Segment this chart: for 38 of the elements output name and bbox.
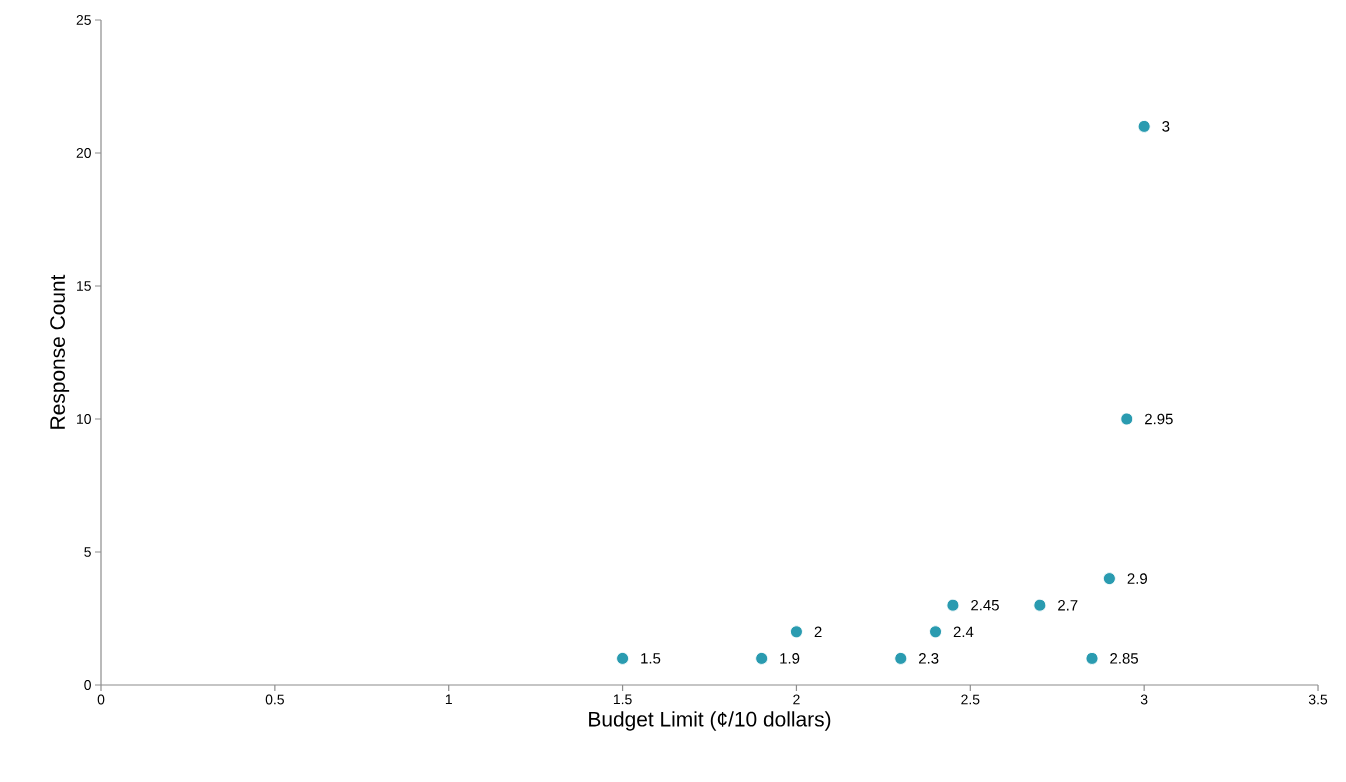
annotation: 1.9 (780, 653, 800, 664)
y-tick-label: 20 (76, 148, 91, 158)
x-tick-label: 3.5 (1308, 694, 1328, 705)
point (946, 598, 960, 612)
y-tick-label: 25 (76, 15, 91, 25)
x-tick-label: 2.5 (961, 694, 980, 705)
point (1085, 651, 1099, 665)
annotation: 2.9 (1127, 573, 1147, 584)
y-axis-title: Response Count (50, 274, 70, 429)
x-tick-label: 0 (97, 694, 105, 705)
y-tick-label: 0 (84, 680, 91, 690)
point (1102, 572, 1116, 586)
point (1137, 119, 1151, 133)
y-tick-label: 5 (84, 547, 91, 557)
x-axis-title: Budget Limit (¢/10 dollars) (589, 711, 831, 731)
point (929, 625, 943, 639)
annotation: 2.85 (1110, 653, 1138, 664)
annotation: 2.45 (971, 599, 999, 611)
annotation: 3 (1162, 121, 1170, 132)
point (755, 651, 769, 665)
annotation: 2.4 (953, 626, 974, 638)
point (616, 651, 630, 665)
annotation: 2.95 (1145, 413, 1173, 425)
x-tick-label: 3 (1140, 694, 1148, 705)
annotation: 2 (814, 626, 822, 638)
x-tick-label: 1 (445, 694, 452, 705)
point (1033, 598, 1047, 612)
point (789, 625, 803, 639)
y-tick-label: 15 (77, 281, 91, 291)
y-tick-label: 10 (77, 414, 91, 424)
annotation: 1.5 (641, 653, 661, 664)
annotation: 2.7 (1058, 599, 1078, 611)
point (894, 651, 908, 665)
x-tick-label: 0.5 (265, 694, 284, 705)
x-tick-label: 2 (793, 694, 800, 705)
annotation: 2.3 (919, 653, 939, 664)
x-tick-label: 1.5 (613, 694, 632, 705)
point (1120, 412, 1134, 426)
